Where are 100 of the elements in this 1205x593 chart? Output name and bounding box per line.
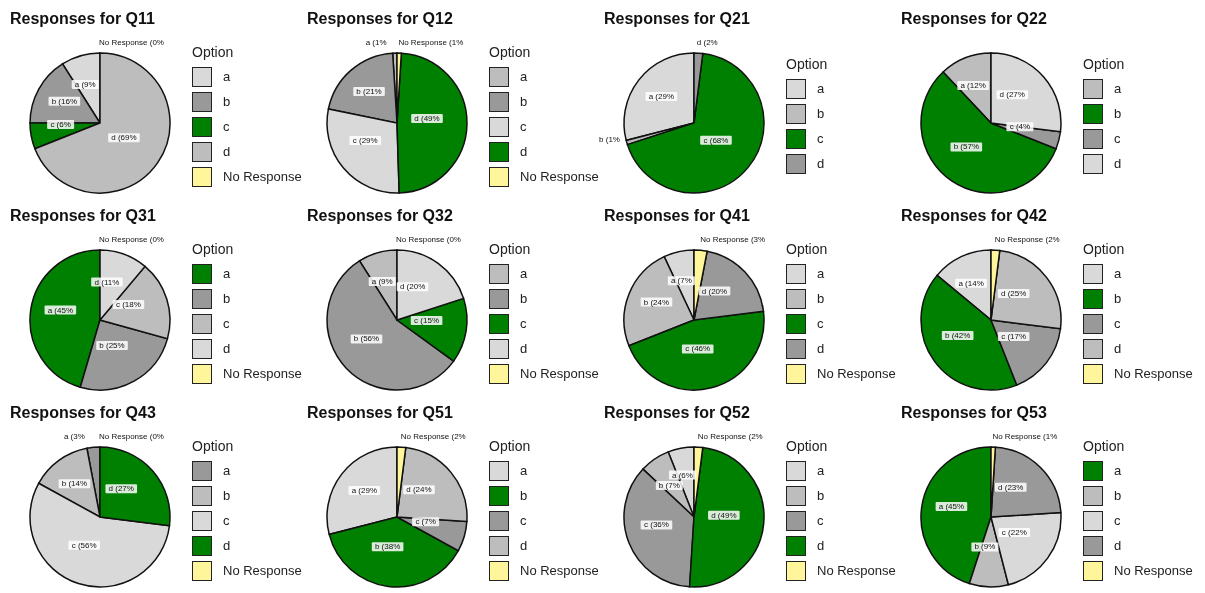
data-label: d (49% — [414, 114, 440, 124]
data-label: b (57% — [953, 142, 980, 152]
legend-label: No Response — [817, 563, 896, 578]
data-label: b (56% — [353, 334, 380, 344]
data-label: a (29% — [648, 92, 675, 102]
legend-label: b — [817, 291, 825, 306]
data-label: b (42% — [945, 331, 971, 341]
data-label: b (14% — [61, 479, 88, 489]
legend-title: Option — [489, 241, 532, 257]
legend-label: a — [223, 69, 231, 84]
data-label: a (14% — [958, 278, 984, 288]
legend-label: No Response — [520, 366, 599, 381]
legend-label: c — [223, 316, 230, 331]
data-label: c (7% — [415, 517, 436, 527]
legend-label: b — [1114, 488, 1122, 503]
data-label: b (25% — [99, 341, 125, 351]
legend-title: Option — [192, 438, 235, 454]
legend-title: Option — [489, 44, 532, 60]
chart-title: Responses for Q11 — [10, 10, 155, 28]
data-label: b (7% — [658, 481, 680, 491]
legend-label: d — [817, 156, 825, 171]
legend-label: d — [520, 341, 528, 356]
legend-label: a — [817, 266, 825, 281]
data-label: d (11% — [94, 277, 120, 287]
data-label: b (9% — [974, 542, 996, 552]
data-label: d (20% — [701, 286, 728, 296]
legend-label: b — [817, 488, 825, 503]
legend-label: a — [520, 266, 528, 281]
data-label: d (2% — [696, 37, 718, 47]
legend-label: c — [1114, 131, 1121, 146]
legend-title: Option — [192, 241, 235, 257]
data-label: d (24% — [406, 485, 432, 495]
data-label: b (16% — [51, 96, 78, 106]
legend-label: c — [223, 119, 230, 134]
data-label: a (9% — [371, 276, 393, 286]
data-label: c (56% — [71, 540, 97, 550]
legend-label: d — [1114, 538, 1122, 553]
chart-title: Responses for Q53 — [901, 404, 1047, 422]
legend-label: d — [223, 538, 231, 553]
data-label: No Response (3% — [700, 234, 766, 244]
legend-label: a — [817, 463, 825, 478]
legend-label: a — [1114, 266, 1122, 281]
data-label: c (22% — [1001, 528, 1027, 538]
legend-label: d — [223, 341, 231, 356]
chart-title: Responses for Q43 — [10, 404, 156, 422]
chart-title: Responses for Q12 — [307, 10, 453, 28]
legend-label: No Response — [1114, 366, 1193, 381]
legend-title: Option — [489, 438, 532, 454]
legend-title: Option — [1083, 438, 1126, 454]
legend-title: Option — [786, 438, 829, 454]
legend-label: b — [817, 106, 825, 121]
legend-label: b — [1114, 291, 1122, 306]
data-label: a (12% — [960, 80, 986, 90]
legend-label: c — [520, 316, 527, 331]
legend-label: d — [223, 144, 231, 159]
text: No Response (0% — [99, 37, 164, 47]
data-label: c (36% — [644, 520, 669, 530]
data-label: d (49% — [711, 510, 737, 520]
text: No Response (0% — [396, 234, 461, 244]
legend-label: b — [520, 291, 528, 306]
legend-label: d — [520, 538, 528, 553]
legend-label: c — [817, 513, 824, 528]
legend-label: No Response — [817, 366, 896, 381]
data-label: a (3% — [63, 431, 85, 441]
legend-title: Option — [192, 44, 235, 60]
data-label: c (6% — [50, 120, 71, 130]
data-label: c (4% — [1009, 122, 1031, 132]
legend-label: a — [520, 463, 528, 478]
chart-title: Responses for Q31 — [10, 207, 156, 225]
data-label: b (24% — [643, 297, 670, 307]
legend-label: d — [817, 341, 825, 356]
data-label: c (18% — [115, 300, 141, 310]
data-label: a (7% — [670, 276, 692, 286]
data-label: d (69% — [111, 133, 137, 143]
text: No Response (0% — [99, 234, 164, 244]
legend-label: c — [520, 513, 527, 528]
data-label: b (38% — [374, 542, 401, 552]
data-label: No Response (1% — [398, 37, 464, 47]
data-label: a (45% — [47, 305, 74, 315]
legend-label: No Response — [520, 563, 599, 578]
legend-title: Option — [1083, 241, 1126, 257]
legend-label: a — [223, 463, 231, 478]
data-label: a (29% — [351, 486, 378, 496]
legend-label: c — [1114, 316, 1121, 331]
legend-label: b — [223, 291, 231, 306]
data-label: d (20% — [399, 282, 426, 292]
legend-label: b — [520, 488, 528, 503]
legend-label: No Response — [223, 563, 302, 578]
legend-label: d — [520, 144, 528, 159]
legend-label: b — [223, 94, 231, 109]
legend-label: c — [223, 513, 230, 528]
legend-label: c — [817, 316, 824, 331]
legend-label: d — [1114, 156, 1122, 171]
data-label: c (17% — [1001, 331, 1027, 341]
legend-label: d — [817, 538, 825, 553]
data-label: No Response (1% — [992, 431, 1058, 441]
legend-title: Option — [1083, 56, 1125, 72]
data-label: a (6% — [671, 470, 693, 480]
data-label: No Response (2% — [697, 431, 763, 441]
data-label: c (29% — [352, 136, 378, 146]
